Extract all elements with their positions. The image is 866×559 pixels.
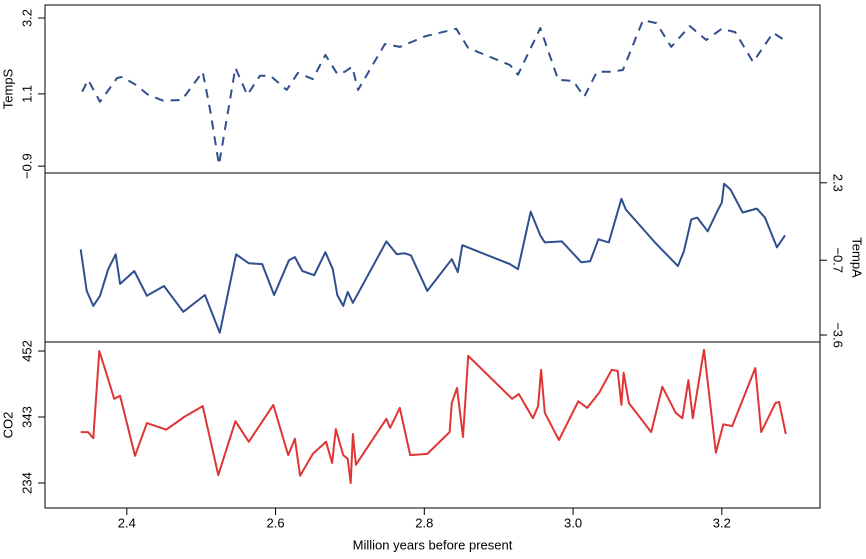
data-line [81, 19, 784, 166]
y-axis-label: CO2 [0, 412, 15, 439]
y-tick-label: 2.3 [831, 174, 846, 192]
data-line [80, 348, 787, 484]
x-tick-label: 3.2 [713, 515, 731, 530]
y-tick-label: −0.9 [19, 153, 34, 179]
y-tick-label: 452 [19, 340, 34, 362]
y-tick-label: −3.6 [831, 322, 846, 348]
x-axis-label: Million years before present [353, 537, 513, 552]
x-tick-label: 2.4 [118, 515, 136, 530]
y-tick-label: 1.1 [19, 85, 34, 103]
x-tick-label: 3.0 [564, 515, 582, 530]
y-tick-label: 3.2 [19, 9, 34, 27]
x-tick-label: 2.8 [415, 515, 433, 530]
plot-frame [44, 4, 821, 509]
y-tick-label: 234 [19, 472, 34, 494]
x-tick-label: 2.6 [267, 515, 285, 530]
y-axis-label: TempA [850, 237, 865, 278]
y-tick-label: 343 [19, 406, 34, 428]
data-line [79, 182, 786, 334]
y-tick-label: −0.7 [831, 247, 846, 273]
y-axis-label: TempS [0, 68, 15, 109]
